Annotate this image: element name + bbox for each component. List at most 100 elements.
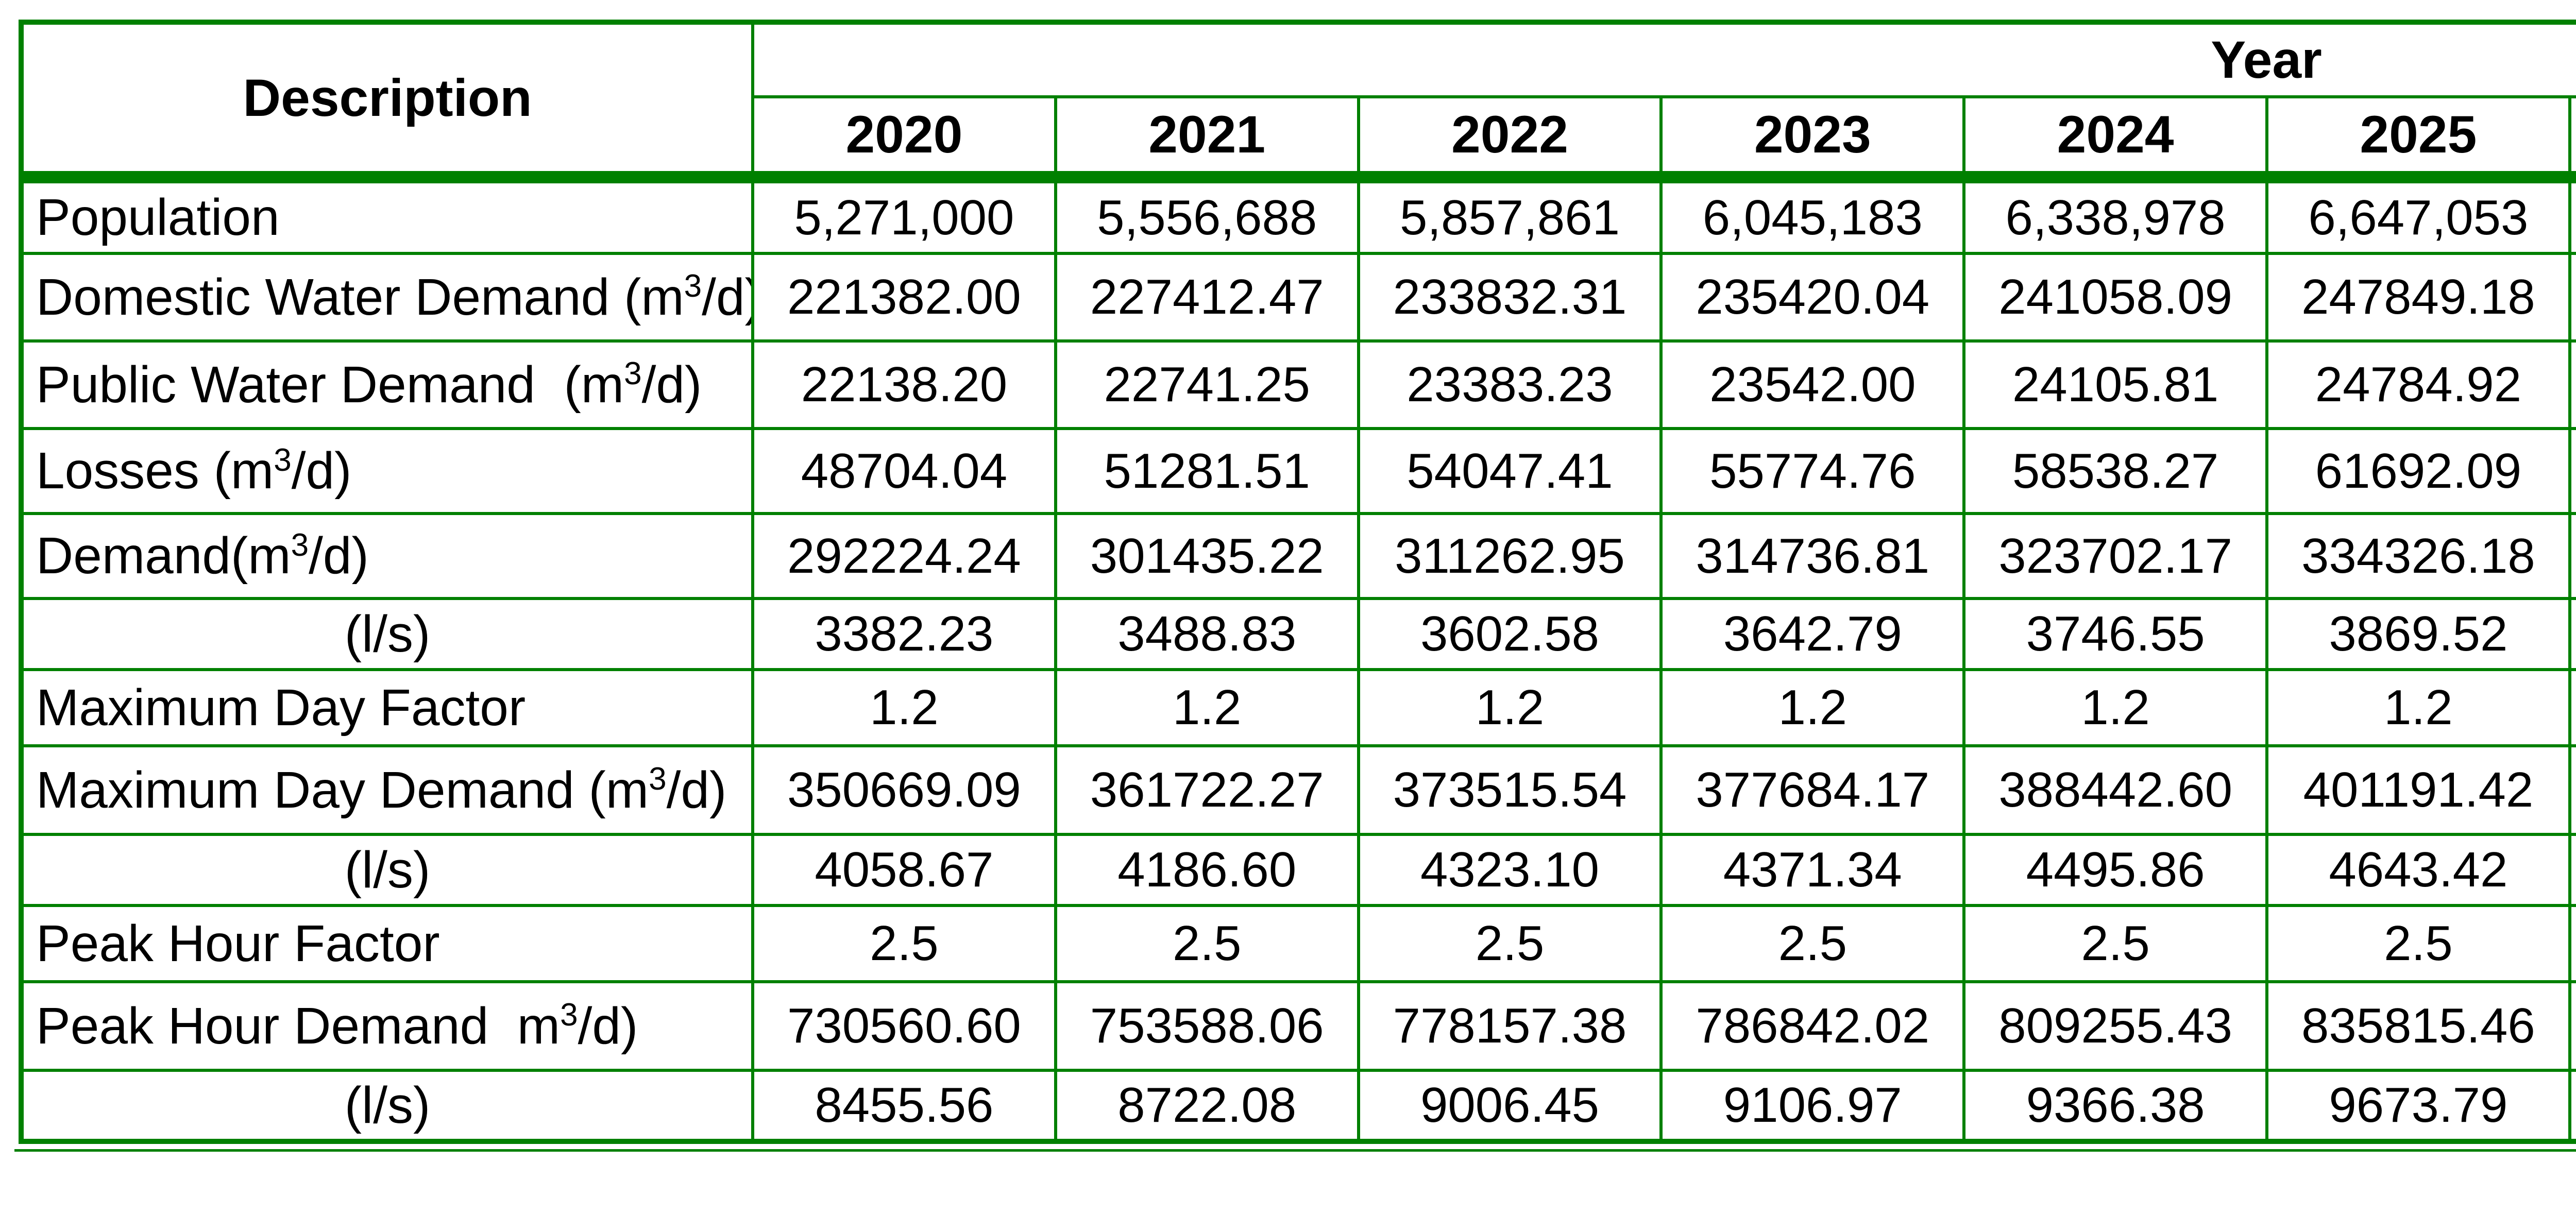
year-header: 2020 (751, 95, 1057, 176)
cell-value: 3642.79 (1659, 597, 1966, 671)
cell-value: 221382.00 (751, 252, 1057, 343)
row-label: (l/s) (20, 833, 754, 907)
cell-value: 3746.55 (1962, 597, 2268, 671)
year-header: 2026 (2568, 95, 2576, 176)
cell-value: 4058.67 (751, 833, 1057, 907)
cell-value: 5,556,688 (1054, 179, 1360, 255)
table-row-public-demand: Public Water Demand (m3/d) 22138.20 2274… (20, 339, 2576, 430)
cell-value: 873250.02 (2568, 980, 2576, 1072)
row-label: (l/s) (20, 597, 754, 671)
cell-value: 1.2 (1962, 668, 2268, 747)
cell-value: 1.2 (1054, 668, 1360, 747)
cell-value: 9366.38 (1962, 1069, 2268, 1143)
row-label: Maximum Day Factor (20, 668, 754, 747)
cell-value: 1.2 (1659, 668, 1966, 747)
cell-value: 8722.08 (1054, 1069, 1360, 1143)
cell-value: 350669.09 (751, 744, 1057, 836)
table-row-peak-hour-factor: Peak Hour Factor 2.5 2.5 2.5 2.5 2.5 2.5… (20, 904, 2576, 983)
cell-value: 22741.25 (1054, 339, 1360, 430)
cell-value: 58538.27 (1962, 427, 2268, 515)
cell-value: 323702.17 (1962, 512, 2268, 600)
cell-value: 1.2 (2568, 668, 2576, 747)
row-label: (l/s) (20, 1069, 754, 1143)
cell-value: 23542.00 (1659, 339, 1966, 430)
cell-value: 227412.47 (1054, 252, 1360, 343)
cell-value: 241058.09 (1962, 252, 2268, 343)
table-row-domestic-demand: Domestic Water Demand (m3/d) 221382.00 2… (20, 252, 2576, 343)
cell-value: 24105.81 (1962, 339, 2268, 430)
table-row-peak-hour-demand: Peak Hour Demand m3/d) 730560.60 753588.… (20, 980, 2576, 1072)
cell-value: 3602.58 (1357, 597, 1663, 671)
cell-value: 51281.51 (1054, 427, 1360, 515)
row-label: Demand(m3/d) (20, 512, 754, 600)
cell-value: 292224.24 (751, 512, 1057, 600)
cell-value: 2.5 (1357, 904, 1663, 983)
cell-value: 3869.52 (2265, 597, 2571, 671)
cell-value: 54047.41 (1357, 427, 1663, 515)
cell-value: 3488.83 (1054, 597, 1360, 671)
row-label: Public Water Demand (m3/d) (20, 339, 754, 430)
cell-value: 2.5 (1962, 904, 2268, 983)
table-row-max-day-ls: (l/s) 4058.67 4186.60 4323.10 4371.34 44… (20, 833, 2576, 907)
cell-value: 778157.38 (1357, 980, 1663, 1072)
cell-value: 3382.23 (751, 597, 1057, 671)
header-group-row: Description Year (20, 21, 2576, 176)
cell-value: 23383.23 (1357, 339, 1663, 430)
year-header-row: 2020 2021 2022 2023 2024 2025 2026 2027 … (21, 95, 2576, 176)
row-label: Domestic Water Demand (m3/d) (20, 252, 754, 343)
cell-value: 5,271,000 (751, 179, 1057, 255)
table-row-max-day-factor: Maximum Day Factor 1.2 1.2 1.2 1.2 1.2 1… (20, 668, 2576, 747)
year-header: 2024 (1962, 95, 2268, 176)
cell-value: 401191.42 (2265, 744, 2571, 836)
cell-value: 377684.17 (1659, 744, 1966, 836)
cell-value: 247849.18 (2265, 252, 2571, 343)
cell-value: 349300.01 (2568, 512, 2576, 600)
cell-value: 2.5 (751, 904, 1057, 983)
table-row-max-day-demand: Maximum Day Demand (m3/d) 350669.09 3617… (20, 744, 2576, 836)
year-header: 2025 (2265, 95, 2571, 176)
cell-value: 8455.56 (751, 1069, 1057, 1143)
cell-value: 55774.76 (1659, 427, 1966, 515)
row-label: Population (20, 179, 754, 255)
cell-value: 235420.04 (1659, 252, 1966, 343)
cell-value: 4643.42 (2265, 833, 2571, 907)
cell-value: 361722.27 (1054, 744, 1360, 836)
cell-value: 24784.92 (2265, 339, 2571, 430)
water-demand-projection-table: Description Year 2020 2021 2022 2023 202… (19, 20, 2576, 1144)
table-row-losses: Losses (m3/d) 48704.04 51281.51 54047.41… (20, 427, 2576, 515)
cell-value: 419160.01 (2568, 744, 2576, 836)
cell-value: 388442.60 (1962, 744, 2268, 836)
cell-value: 9006.45 (1357, 1069, 1663, 1143)
cell-value: 6,338,978 (1962, 179, 2268, 255)
cell-value: 835815.46 (2265, 980, 2571, 1072)
water-demand-projection-table-wrap: Description Year 2020 2021 2022 2023 202… (14, 20, 2576, 1152)
cell-value: 6,647,053 (2265, 179, 2571, 255)
table-row-demand: Demand(m3/d) 292224.24 301435.22 311262.… (20, 512, 2576, 600)
cell-value: 9673.79 (2265, 1069, 2571, 1143)
cell-value: 2.5 (2265, 904, 2571, 983)
year-header: 2022 (1357, 95, 1663, 176)
row-label: Maximum Day Demand (m3/d) (20, 744, 754, 836)
cell-value: 6,045,183 (1659, 179, 1966, 255)
cell-value: 786842.02 (1659, 980, 1966, 1072)
cell-value: 2.5 (1659, 904, 1966, 983)
year-header: 2021 (1054, 95, 1360, 176)
cell-value: 233832.31 (1357, 252, 1663, 343)
cell-value: 2.5 (2568, 904, 2576, 983)
cell-value: 311262.95 (1357, 512, 1663, 600)
cell-value: 48704.04 (751, 427, 1057, 515)
table-bottom-rule (14, 1149, 2576, 1152)
row-label: Losses (m3/d) (20, 427, 754, 515)
cell-value: 4851.39 (2568, 833, 2576, 907)
cell-value: 1.2 (751, 668, 1057, 747)
cell-value: 61692.09 (2265, 427, 2571, 515)
cell-value: 4186.60 (1054, 833, 1360, 907)
cell-value: 9106.97 (1659, 1069, 1966, 1143)
year-group-header: Year (751, 21, 2576, 98)
cell-value: 6,970,100 (2568, 179, 2576, 255)
row-label: Peak Hour Demand m3/d) (20, 980, 754, 1072)
cell-value: 2.5 (1054, 904, 1360, 983)
table-row-peak-hour-ls: (l/s) 8455.56 8722.08 9006.45 9106.97 93… (20, 1069, 2576, 1143)
row-label: Peak Hour Factor (20, 904, 754, 983)
cell-value: 753588.06 (1054, 980, 1360, 1072)
